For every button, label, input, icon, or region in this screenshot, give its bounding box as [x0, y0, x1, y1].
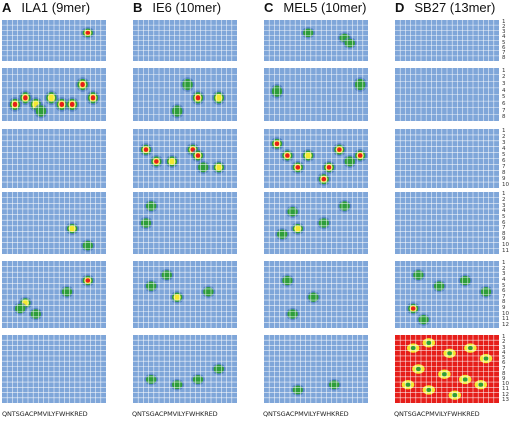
row-number-label: 12: [502, 321, 509, 328]
row-number-label: 10: [502, 381, 509, 388]
column-label-c: C MEL5 (10mer): [264, 0, 367, 15]
row-number-label: 2: [502, 134, 506, 141]
heatmap-panel: [133, 68, 237, 121]
column-label-b: B IE6 (10mer): [133, 0, 222, 15]
row-number-label: 7: [502, 107, 506, 114]
row-number-label: 4: [502, 277, 506, 284]
heatmap-panel: [133, 20, 237, 61]
row-number-label: 12: [502, 391, 509, 398]
row-number-label: 7: [502, 49, 506, 56]
heatmap-panel: [2, 192, 106, 254]
row-number-label: 1: [502, 260, 506, 267]
heatmap-panel: [264, 20, 368, 61]
x-axis-residues-b: QNTSGACPMVILYFWHKRED: [132, 410, 218, 418]
column-label-a: A ILA1 (9mer): [2, 0, 91, 15]
row-number-label: 5: [502, 282, 506, 289]
row-number-label: 5: [502, 152, 506, 159]
row-number-label: 10: [502, 242, 509, 249]
heatmap-panel: [264, 68, 368, 121]
row-number-label: 11: [502, 316, 509, 323]
heatmap-panel: [133, 335, 237, 403]
heatmap-panel: [395, 20, 499, 61]
heatmap-panel: [133, 261, 237, 328]
heatmap-panel: [264, 261, 368, 328]
heatmap-panel: [264, 335, 368, 403]
row-number-label: 6: [502, 100, 506, 107]
row-number-label: 9: [502, 375, 506, 382]
row-number-label: 8: [502, 54, 506, 61]
row-number-label: 6: [502, 157, 506, 164]
heatmap-panel: [2, 129, 106, 188]
x-axis-residues-a: QNTSGACPMVILYFWHKRED: [2, 410, 88, 418]
heatmap-panel: [395, 192, 499, 254]
row-number-label: 3: [502, 271, 506, 278]
row-number-label: 3: [502, 202, 506, 209]
row-number-label: 3: [502, 29, 506, 36]
row-number-label: 6: [502, 44, 506, 51]
heatmap-panel: [395, 68, 499, 121]
row-number-label: 8: [502, 169, 506, 176]
heatmap-panel: [133, 192, 237, 254]
row-number-label: 2: [502, 74, 506, 81]
row-number-label: 1: [502, 19, 506, 26]
row-number-label: 10: [502, 181, 509, 188]
row-number-label: 7: [502, 163, 506, 170]
row-number-label: 1: [502, 128, 506, 135]
row-number-label: 2: [502, 339, 506, 346]
row-number-label: 6: [502, 219, 506, 226]
row-number-label: 9: [502, 175, 506, 182]
row-number-label: 4: [502, 87, 506, 94]
heatmap-panel: [2, 68, 106, 121]
row-number-label: 6: [502, 288, 506, 295]
row-number-label: 2: [502, 24, 506, 31]
row-number-label: 8: [502, 370, 506, 377]
row-number-label: 8: [502, 114, 506, 121]
row-number-label: 6: [502, 360, 506, 367]
heatmap-panel: [264, 129, 368, 188]
row-number-label: 1: [502, 191, 506, 198]
row-number-label: 8: [502, 299, 506, 306]
row-number-label: 11: [502, 247, 509, 254]
row-number-label: 4: [502, 34, 506, 41]
heatmap-panel: [2, 261, 106, 328]
row-number-label: 3: [502, 81, 506, 88]
heatmap-panel: [133, 129, 237, 188]
row-number-label: 4: [502, 349, 506, 356]
row-number-label: 9: [502, 236, 506, 243]
heatmap-panel: [395, 129, 499, 188]
row-number-label: 3: [502, 140, 506, 147]
row-number-label: 3: [502, 344, 506, 351]
row-number-label: 2: [502, 265, 506, 272]
heatmap-panel: [264, 192, 368, 254]
row-number-label: 5: [502, 94, 506, 101]
row-number-label: 7: [502, 365, 506, 372]
row-number-label: 4: [502, 146, 506, 153]
heatmap-panel: [2, 335, 106, 403]
heatmap-panel: [395, 335, 499, 403]
row-number-label: 5: [502, 213, 506, 220]
row-number-label: 1: [502, 334, 506, 341]
heatmap-panel: [2, 20, 106, 61]
row-number-label: 13: [502, 396, 509, 403]
row-number-label: 5: [502, 355, 506, 362]
row-number-axis: 1 2 3 4 5 6 7 8 1 2 3 4 5 6 7 8 1 2 3 4 5 6 7 8 9 10 1 2 3 4 5 6 7 8 9 10 11…: [499, 0, 520, 422]
row-number-label: 2: [502, 196, 506, 203]
row-number-label: 11: [502, 386, 509, 393]
row-number-label: 10: [502, 310, 509, 317]
heatmap-panel: [395, 261, 499, 328]
row-number-label: 9: [502, 304, 506, 311]
row-number-label: 1: [502, 67, 506, 74]
row-number-label: 7: [502, 225, 506, 232]
x-axis-residues-c: QNTSGACPMVILYFWHKRED: [263, 410, 349, 418]
x-axis-residues-d: QNTSGACPMVILYFWHKRED: [394, 410, 480, 418]
row-number-label: 4: [502, 208, 506, 215]
column-label-d: D SB27 (13mer): [395, 0, 496, 15]
row-number-label: 5: [502, 39, 506, 46]
row-number-label: 8: [502, 230, 506, 237]
row-number-label: 7: [502, 293, 506, 300]
